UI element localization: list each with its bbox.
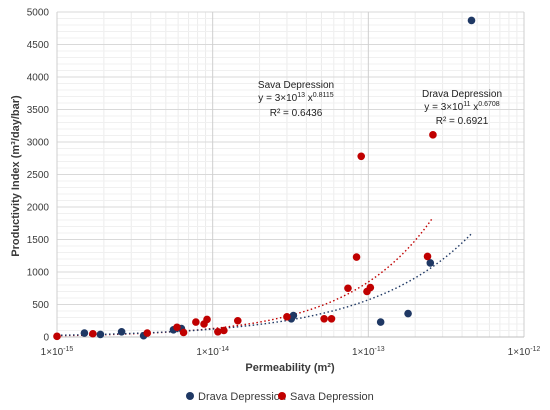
trendline-drava [56,233,472,336]
data-point-sava [429,131,437,139]
data-point-sava [320,315,328,323]
data-point-drava [289,311,298,320]
data-point-sava [53,332,61,341]
data-point-drava [426,259,435,267]
y-tick-labels: 0 500 1000 1500 2000 2500 3000 3500 4000 4500 5000 [27,8,50,344]
x-tick-label: 1×10-15 [41,346,74,358]
y-tick-label: 2500 [27,170,50,181]
data-point-sava [89,329,97,338]
data-point-drava [96,330,105,339]
legend-label-drava: Drava Depression [198,391,286,403]
data-point-sava [203,315,211,324]
data-point-drava [467,16,476,25]
data-point-sava [327,315,336,323]
data-point-sava [352,253,361,261]
data-point-sava [423,252,432,261]
data-point-sava [179,328,188,337]
gridlines [56,11,525,338]
data-point-sava [366,283,375,292]
legend-marker-drava [186,392,194,400]
sava-annotation-r2: R² = 0.6436 [270,108,323,119]
legend: Drava Depression Sava Depression [186,391,374,403]
legend-marker-sava [278,392,286,400]
data-point-sava [192,318,200,326]
trendline-sava [56,217,434,337]
y-tick-label: 0 [43,333,49,344]
data-point-sava [344,284,352,293]
drava-trendline-annotation: Drava Depression y = 3×1011 x0.6708 R² =… [422,89,502,127]
y-tick-label: 3500 [27,105,50,116]
data-point-drava [376,318,385,326]
data-point-drava [80,329,89,337]
data-point-sava [357,152,366,161]
y-tick-label: 1000 [27,268,50,279]
trendlines [56,217,472,337]
x-tick-label: 1×10-12 [508,346,541,358]
drava-annotation-title: Drava Depression [422,89,502,100]
y-axis-title: Productivity Index (m³/day/bar) [10,95,22,257]
data-point-drava [404,309,412,318]
data-point-sava [233,316,242,325]
drava-annotation-r2: R² = 0.6921 [436,116,489,127]
data-point-sava [283,313,291,321]
sava-annotation-equation: y = 3×1013 x0.8115 [258,92,333,104]
data-point-drava [117,328,126,336]
y-tick-label: 1500 [27,235,50,246]
y-tick-label: 500 [32,300,49,311]
data-point-sava [143,329,152,337]
y-tick-label: 3000 [27,138,50,149]
y-tick-label: 4500 [27,40,50,51]
data-point-sava [173,323,181,332]
x-axis-title: Permeability (m²) [245,362,335,374]
x-tick-label: 1×10-14 [196,346,229,358]
data-point-sava [214,328,222,336]
legend-label-sava: Sava Depression [290,391,374,403]
sava-annotation-title: Sava Depression [258,80,334,91]
y-tick-label: 5000 [27,8,50,19]
data-points [53,16,476,341]
data-point-sava [220,326,228,335]
x-tick-label: 1×10-13 [352,346,385,358]
y-tick-label: 4000 [27,73,50,84]
x-tick-labels: 1×10-15 1×10-14 1×10-13 1×10-12 [41,346,541,358]
sava-trendline-annotation: Sava Depression y = 3×1013 x0.8115 R² = … [258,80,334,119]
drava-annotation-equation: y = 3×1011 x0.6708 [424,101,500,113]
y-tick-label: 2000 [27,203,50,214]
